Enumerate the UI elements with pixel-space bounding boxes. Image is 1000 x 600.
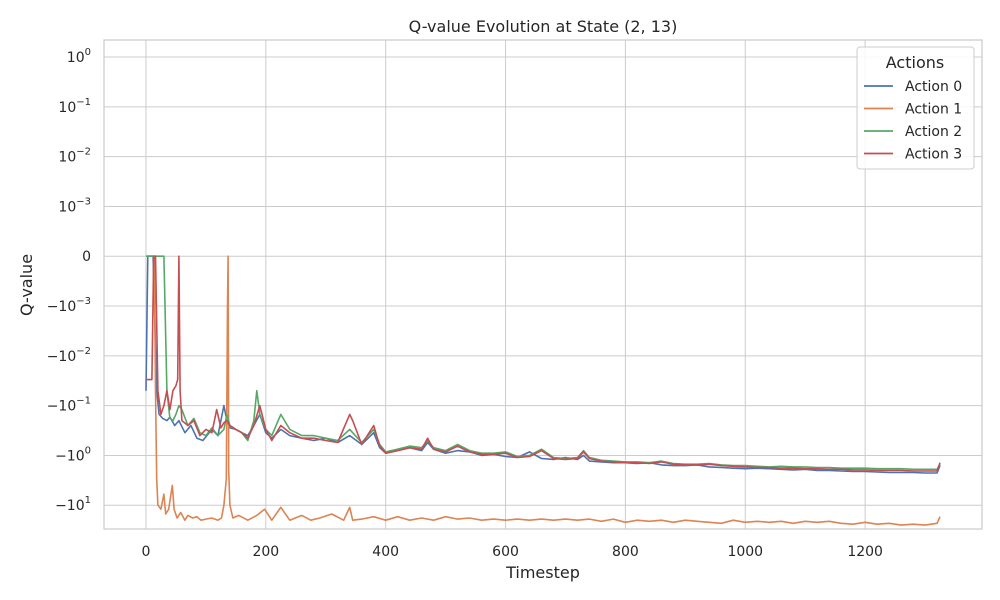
y-tick-label: −10−2 <box>47 346 91 365</box>
x-tick-label: 1000 <box>727 544 763 560</box>
legend-label-action-2: Action 2 <box>905 124 962 140</box>
x-axis-title: Timestep <box>505 563 580 582</box>
y-tick-label: −10−3 <box>47 296 91 315</box>
legend-label-action-0: Action 0 <box>905 79 962 95</box>
y-tick-label: 10−1 <box>58 97 91 116</box>
series-line-action-3 <box>146 255 941 472</box>
y-tick-label: 10−2 <box>58 147 91 166</box>
legend: Actions Action 0 Action 1 Action 2 Action 3 <box>856 46 975 170</box>
legend-label-action-1: Action 1 <box>905 102 962 118</box>
y-tick-label: −101 <box>55 495 91 514</box>
y-tick-label: 10−3 <box>58 196 91 215</box>
series-line-action-1 <box>146 255 941 526</box>
plot-area-frame <box>103 39 983 530</box>
series-layer <box>145 255 941 526</box>
legend-frame <box>856 46 975 170</box>
y-tick-label: −10−1 <box>47 396 91 415</box>
y-axis-title: Q-value <box>17 254 36 316</box>
x-tick-label: 600 <box>492 544 519 560</box>
y-tick-label: 0 <box>82 249 91 265</box>
legend-title: Actions <box>886 53 944 72</box>
x-tick-label: 400 <box>372 544 399 560</box>
x-tick-labels: 0 200 400 600 800 1000 1200 <box>141 544 882 560</box>
legend-items: Action 0 Action 1 Action 2 Action 3 <box>864 79 962 163</box>
grid-lines <box>104 40 982 529</box>
y-tick-label: 100 <box>67 47 91 66</box>
x-tick-label: 1200 <box>847 544 883 560</box>
legend-label-action-3: Action 3 <box>905 147 962 163</box>
y-tick-labels: 100 10−1 10−2 10−3 0 −10−3 −10−2 −10−1 −100 −101 <box>47 47 91 514</box>
chart-title: Q-value Evolution at State (2, 13) <box>409 17 678 36</box>
x-tick-label: 200 <box>252 544 279 560</box>
y-tick-label: −100 <box>55 445 91 464</box>
x-tick-label: 800 <box>612 544 639 560</box>
series-line-action-0 <box>145 255 941 474</box>
x-tick-label: 0 <box>141 544 150 560</box>
